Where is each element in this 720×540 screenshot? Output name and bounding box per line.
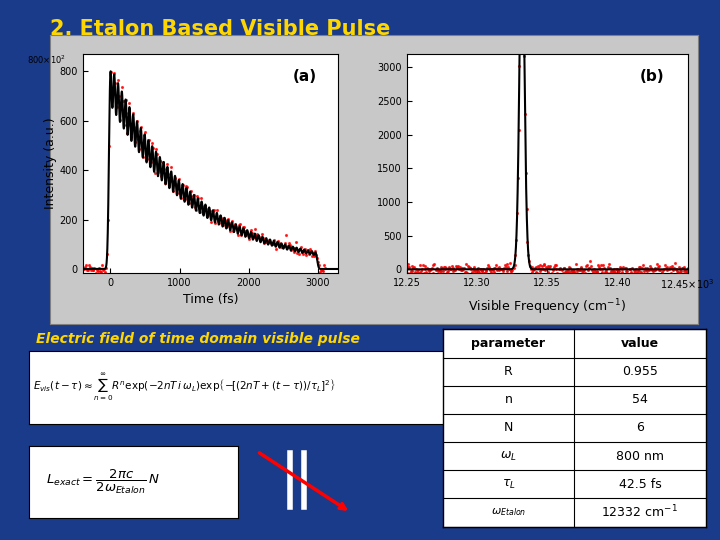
Text: value: value — [621, 337, 659, 350]
Text: N: N — [504, 421, 513, 435]
Text: 12332 cm$^{-1}$: 12332 cm$^{-1}$ — [601, 504, 678, 521]
Text: $E_{vis}(t-\tau) \approx \sum_{n=0}^{\infty} R^n \exp(-2nT\,i\,\omega_L)\exp\!\l: $E_{vis}(t-\tau) \approx \sum_{n=0}^{\in… — [33, 372, 336, 403]
Y-axis label: Intensity (a.u.): Intensity (a.u.) — [44, 118, 57, 209]
X-axis label: Time (fs): Time (fs) — [183, 293, 238, 306]
Text: $\tau_L$: $\tau_L$ — [502, 478, 516, 491]
Text: Electric field of time domain visible pulse: Electric field of time domain visible pu… — [36, 332, 360, 346]
Text: 800 nm: 800 nm — [616, 450, 664, 463]
Text: $\omega_L$: $\omega_L$ — [500, 450, 517, 463]
X-axis label: Visible Frequency (cm$^{-1}$): Visible Frequency (cm$^{-1}$) — [468, 297, 626, 316]
Text: $\omega_{Etalon}$: $\omega_{Etalon}$ — [491, 507, 526, 518]
Text: 2. Etalon Based Visible Pulse: 2. Etalon Based Visible Pulse — [50, 19, 391, 39]
Text: (b): (b) — [640, 69, 665, 84]
Text: (a): (a) — [292, 69, 317, 84]
Text: 54: 54 — [632, 393, 648, 406]
Text: $800{\times}10^2$: $800{\times}10^2$ — [27, 54, 66, 66]
Text: $L_{exact} = \dfrac{2\pi c}{2\omega_{Etalon}}\,N$: $L_{exact} = \dfrac{2\pi c}{2\omega_{Eta… — [45, 468, 160, 496]
Text: parameter: parameter — [472, 337, 546, 350]
Text: 42.5 fs: 42.5 fs — [618, 478, 661, 491]
Text: 0.955: 0.955 — [622, 365, 658, 378]
Text: n: n — [505, 393, 513, 406]
Text: R: R — [504, 365, 513, 378]
Text: 6: 6 — [636, 421, 644, 435]
